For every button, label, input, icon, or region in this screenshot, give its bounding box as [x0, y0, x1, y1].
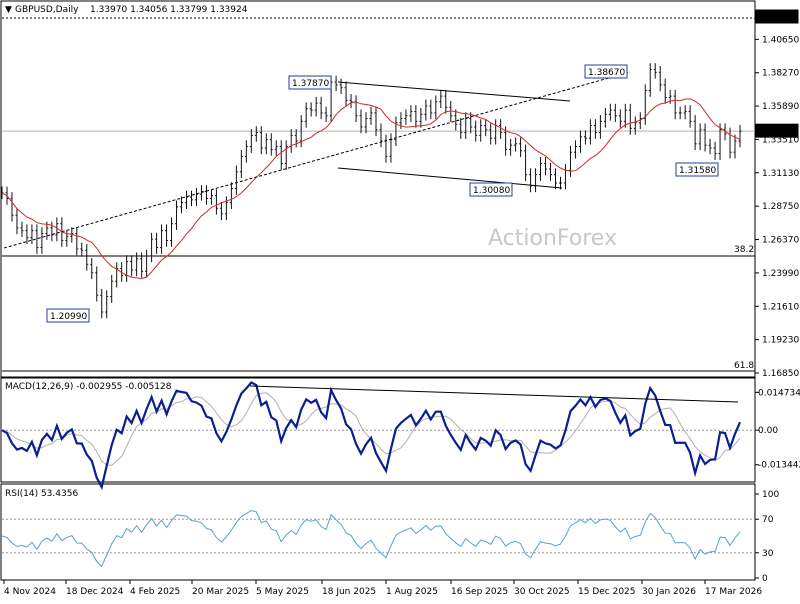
callout-box	[288, 75, 332, 90]
price-tick-label: 1.38270	[762, 69, 799, 79]
time-tick-label: 20 Mar 2025	[192, 587, 249, 597]
watermark: ActionForex	[488, 226, 617, 251]
callout-text: 1.20990	[50, 312, 87, 322]
time-tick-label: 4 Nov 2024	[4, 587, 56, 597]
macd-lines	[1, 381, 755, 491]
price-tick-label: 1.33510	[762, 135, 799, 145]
time-tick-label: 30 Oct 2025	[514, 587, 570, 597]
top-level-box-text: 1.42480	[760, 13, 797, 23]
collapse-triangle-icon[interactable]: ▼	[5, 5, 12, 15]
top-level-box: 1.42480	[755, 9, 799, 24]
callout-box	[46, 308, 90, 323]
fib-38-label: 38.2	[734, 245, 754, 255]
symbol-label: GBPUSD,Daily	[15, 5, 79, 15]
last-price-box-text: 1.33924	[760, 127, 797, 137]
price-tick-label: 1.31130	[762, 169, 799, 179]
callout-text: 1.38670	[588, 68, 625, 78]
rsi-title: RSI(14) 53.4356	[5, 489, 78, 499]
time-tick-label: 15 Dec 2025	[578, 587, 636, 597]
rsi-tick-label: 30	[762, 549, 774, 559]
time-tick-label: 4 Feb 2025	[130, 587, 180, 597]
time-tick-label: 5 May 2025	[256, 587, 309, 597]
price-callout: 1.20990	[46, 308, 90, 323]
price-callouts: 1.37870 1.38670 1.30080 1.31580 1.20990	[46, 64, 719, 323]
price-tick-label: 1.19230	[762, 336, 799, 346]
callout-box	[469, 182, 513, 197]
callout-box	[584, 64, 628, 79]
moving-average-line	[1, 98, 741, 280]
macd-tick-label: -0.013442	[758, 461, 800, 471]
price-tick-label: 1.40650	[762, 35, 799, 45]
rising-support-line	[3, 71, 631, 249]
price-tick-label: 1.23990	[762, 269, 799, 279]
rsi-tick-label: 70	[762, 515, 774, 525]
callout-text: 1.31580	[679, 166, 716, 176]
price-callout: 1.38670	[584, 64, 628, 79]
price-guide-lines	[2, 17, 755, 372]
channel-lower-line	[337, 167, 563, 189]
callout-text: 1.30080	[473, 186, 510, 196]
rsi-line	[1, 509, 755, 568]
price-pane-frame	[0, 0, 756, 378]
time-tick-label: 18 Dec 2024	[66, 587, 124, 597]
callout-box	[675, 162, 719, 177]
rsi-tick-label: 100	[762, 490, 779, 500]
macd-tick-label: 0.00	[758, 426, 778, 436]
rsi-tick-label: 0	[762, 574, 768, 584]
price-tick-label: 1.21610	[762, 302, 799, 312]
price-tick-label: 1.28750	[762, 202, 799, 212]
time-axis: 4 Nov 2024 18 Dec 2024 4 Feb 2025 20 Mar 20…	[3, 580, 762, 597]
top-level-box-box	[755, 9, 799, 24]
price-tick-label: 1.35890	[762, 102, 799, 112]
price-callout: 1.31580	[675, 162, 719, 177]
last-price-box: 1.33924	[755, 123, 799, 138]
macd-trendline	[249, 385, 739, 403]
price-axis: 1.420301.406501.382701.358901.335101.311…	[755, 9, 799, 379]
macd-title: MACD(12,26,9) -0.002955 -0.005128	[5, 382, 172, 392]
macd-axis: 0.014734 0.00 -0.013442	[755, 388, 800, 471]
rsi-series-line	[1, 509, 741, 568]
price-tick-label: 1.26370	[762, 236, 799, 246]
fib-61-label: 61.8	[734, 361, 754, 371]
last-price-box-box	[755, 123, 799, 138]
time-tick-label: 1 Aug 2025	[386, 587, 438, 597]
macd-tick-label: 0.014734	[758, 388, 800, 398]
time-tick-label: 16 Sep 2025	[451, 587, 508, 597]
price-callout: 1.30080	[469, 182, 513, 197]
rsi-pane-frame	[0, 483, 756, 581]
price-bars	[0, 63, 742, 319]
macd-main-line	[1, 381, 742, 491]
rsi-axis: 100 70 30 0	[755, 490, 779, 584]
channel-upper-line	[337, 81, 571, 102]
time-tick-label: 30 Jan 2026	[642, 587, 696, 597]
trendlines	[3, 71, 631, 249]
ohlc-readout: 1.33970 1.34056 1.33799 1.33924	[90, 5, 248, 15]
time-tick-label: 18 Jun 2025	[322, 587, 376, 597]
callout-text: 1.37870	[292, 79, 329, 89]
time-tick-label: 17 Mar 2026	[705, 587, 762, 597]
price-tick-label: 1.16850	[762, 369, 799, 379]
price-callout: 1.37870	[288, 75, 332, 90]
